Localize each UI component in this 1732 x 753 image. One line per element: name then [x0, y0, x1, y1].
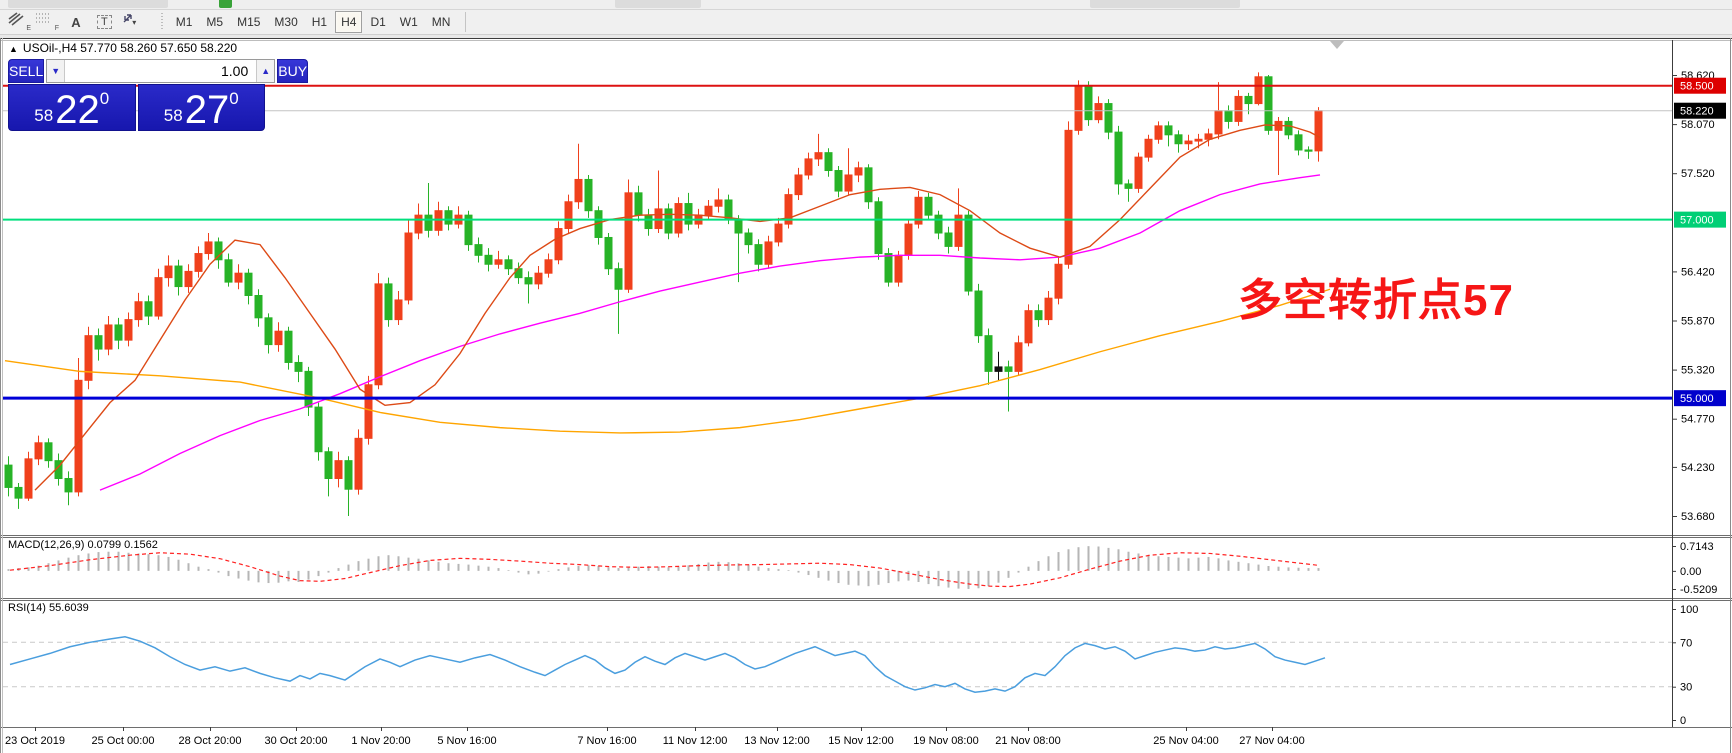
macd-indicator-label: MACD(12,26,9) 0.0799 0.1562 [8, 539, 158, 551]
buy-button[interactable]: BUY [277, 59, 309, 83]
chart-toolbar: E F A T ▾ M1 M5 M15 M30 H1 H4 D1 W1 MN [0, 10, 1732, 35]
price-line-badge: 58.500 [1680, 81, 1714, 93]
time-axis-label: 21 Nov 08:00 [995, 735, 1060, 747]
pane-frames [0, 38, 1732, 753]
volume-decrease-button[interactable]: ▼ [47, 60, 66, 82]
candlesticks [4, 72, 1323, 516]
time-axis-label: 28 Oct 20:00 [179, 735, 242, 747]
timeframe-button-m5[interactable]: M5 [200, 11, 229, 33]
sell-price-box[interactable]: 58 22 0 [8, 84, 136, 131]
sell-price-pips: 22 [55, 88, 100, 133]
time-axis-label: 5 Nov 16:00 [437, 735, 496, 747]
sell-price-point: 0 [99, 89, 110, 108]
rsi-tick-label: 0 [1680, 715, 1686, 727]
one-click-trade-panel: SELL ▼ ▲ BUY 58 22 0 58 27 0 [8, 59, 309, 133]
price-chart-canvas[interactable]: 58.62058.07057.52056.42055.87055.32054.7… [0, 38, 1732, 753]
rsi-tick-label: 70 [1680, 637, 1692, 649]
rsi-pane [3, 635, 1672, 694]
text-label-icon[interactable]: A [63, 11, 89, 33]
moving-averages [4, 124, 1331, 491]
price-tick-label: 56.420 [1681, 266, 1715, 278]
buy-price-pips: 27 [184, 88, 230, 133]
price-tick-label: 55.320 [1681, 365, 1715, 377]
text-box-icon[interactable]: T [91, 11, 118, 33]
chart-window: 58.620 58.070 57.520 56.420 55.870 55.320 54.7… [0, 38, 1732, 753]
volume-stepper: ▼ ▲ [46, 59, 276, 83]
price-tick-label: 53.680 [1681, 511, 1715, 523]
price-line-badge: 57.000 [1680, 215, 1714, 227]
timeframe-button-d1[interactable]: D1 [364, 11, 391, 33]
time-axis-label: 25 Oct 00:00 [92, 735, 155, 747]
time-axis-label: 23 Oct 2019 [5, 735, 65, 747]
time-axis-label: 19 Nov 08:00 [913, 735, 978, 747]
macd-tick-label: 0.7143 [1680, 541, 1714, 553]
indicator-hatch-icon[interactable]: E [7, 11, 33, 33]
toolbar-drag-handle[interactable] [160, 13, 163, 31]
order-arrows-icon[interactable]: ▾ [120, 11, 146, 33]
rsi-tick-label: 30 [1680, 682, 1692, 694]
macd-current-values: 0.0799 0.1562 [87, 539, 158, 551]
timeframe-button-mn[interactable]: MN [426, 11, 457, 33]
grid-icon[interactable]: F [35, 11, 61, 33]
chart-title: ▲ USOil-,H4 57.770 58.260 57.650 58.220 [9, 41, 237, 55]
drawing-tools-group: E F A T ▾ [6, 11, 147, 33]
sell-button[interactable]: SELL [8, 59, 45, 83]
rsi-tick-label: 100 [1680, 604, 1698, 616]
buy-price-box[interactable]: 58 27 0 [137, 84, 265, 133]
time-axis-label: 15 Nov 12:00 [828, 735, 893, 747]
price-badges: 58.500 58.220 57.000 55.000 [1674, 77, 1726, 407]
timeframes-group: M1 M5 M15 M30 H1 H4 D1 W1 MN [169, 11, 458, 33]
price-tick-label: 54.230 [1681, 462, 1715, 474]
time-axis-label: 27 Nov 04:00 [1239, 735, 1304, 747]
clipped-check-icon [219, 0, 232, 8]
clipped-toolbar-icons [615, 0, 701, 8]
rsi-name: RSI(14) [8, 602, 46, 614]
toolbar-sliver [0, 0, 1732, 10]
buy-price-point: 0 [229, 89, 239, 108]
collapse-triangle-icon[interactable]: ▲ [9, 44, 18, 54]
sell-price-handle: 58 [34, 106, 54, 125]
timeframe-button-m1[interactable]: M1 [170, 11, 199, 33]
clipped-toolbar-icons [1090, 0, 1240, 8]
volume-input[interactable] [65, 60, 257, 82]
macd-tick-label: -0.5209 [1680, 584, 1717, 596]
time-axis-label: 30 Oct 20:00 [265, 735, 328, 747]
scroll-to-end-marker[interactable] [1330, 41, 1344, 49]
price-tick-label: 54.770 [1681, 414, 1715, 426]
clipped-toolbar-icons [8, 0, 168, 8]
horizontal-line-objects[interactable] [3, 84, 1672, 400]
macd-name: MACD(12,26,9) [8, 539, 85, 551]
price-tick-label: 57.520 [1681, 168, 1715, 180]
volume-increase-button[interactable]: ▲ [256, 60, 275, 82]
macd-tick-label: 0.00 [1680, 566, 1701, 578]
price-tick-label: 58.070 [1681, 119, 1715, 131]
time-axis-label: 13 Nov 12:00 [744, 735, 809, 747]
price-line-badge: 55.000 [1680, 393, 1714, 405]
rsi-current-value: 55.6039 [48, 602, 89, 614]
timeframe-button-m15[interactable]: M15 [231, 11, 266, 33]
rsi-indicator-label: RSI(14) 55.6039 [8, 602, 89, 614]
time-axis-label: 11 Nov 12:00 [663, 735, 728, 747]
timeframe-button-w1[interactable]: W1 [394, 11, 424, 33]
timeframe-button-h1[interactable]: H1 [306, 11, 333, 33]
price-line-badge: 58.220 [1680, 106, 1714, 118]
timeframe-button-h4[interactable]: H4 [335, 11, 363, 33]
time-axis-label: 7 Nov 16:00 [577, 735, 636, 747]
time-axis: 23 Oct 2019 25 Oct 00:00 28 Oct 20:00 30 Oc… [5, 727, 1305, 747]
chart-title-text: USOil-,H4 57.770 58.260 57.650 58.220 [22, 41, 238, 55]
price-tick-label: 55.870 [1681, 315, 1715, 327]
toolbar-separator [465, 12, 467, 32]
time-axis-label: 1 Nov 20:00 [351, 735, 410, 747]
buy-price-handle: 58 [163, 106, 183, 125]
chart-text-annotation[interactable]: 多空转折点57 [1238, 276, 1514, 325]
time-axis-label: 25 Nov 04:00 [1153, 735, 1218, 747]
macd-pane [7, 546, 1320, 589]
timeframe-button-m30[interactable]: M30 [268, 11, 303, 33]
